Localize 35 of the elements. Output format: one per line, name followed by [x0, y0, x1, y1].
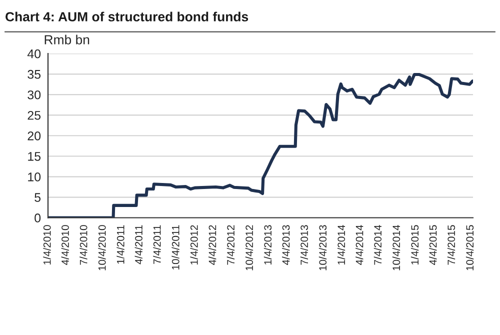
x-tick-label: 1/4/2010: [43, 225, 51, 264]
y-tick-label: 5: [34, 193, 41, 202]
y-tick-label: 35: [28, 70, 41, 79]
x-tick-label: 1/4/2013: [264, 225, 272, 264]
y-axis-title: Rmb bn: [44, 34, 90, 44]
y-tick-label: 10: [28, 172, 41, 182]
x-tick-label: 7/4/2011: [153, 225, 161, 264]
x-tick-label: 10/4/2012: [245, 225, 254, 270]
x-tick-label: 7/4/2015: [447, 225, 456, 265]
x-tick-label: 10/4/2011: [172, 225, 180, 270]
x-tick-label: 10/4/2015: [466, 225, 474, 270]
y-tick-label: 20: [28, 131, 41, 140]
y-tick-label: 25: [28, 110, 41, 120]
x-tick-label: 4/4/2015: [429, 225, 437, 265]
x-tick-label: 1/4/2014: [337, 224, 346, 264]
x-tick-label: 7/4/2010: [80, 225, 88, 265]
chart-title: Chart 4: AUM of structured bond funds: [6, 12, 248, 22]
y-tick-label: 40: [27, 49, 41, 58]
x-tick-label: 7/4/2012: [226, 225, 234, 265]
y-tick-label: 15: [28, 152, 41, 161]
x-tick-label: 4/4/2012: [208, 225, 216, 265]
x-tick-label: 7/4/2014: [374, 224, 382, 265]
x-tick-label: 4/4/2011: [134, 225, 142, 264]
y-tick-label: 30: [28, 90, 41, 100]
x-tick-label: 10/4/2013: [318, 225, 327, 270]
x-tick-label: 1/4/2015: [410, 225, 419, 264]
x-tick-label: 10/4/2014: [392, 224, 400, 270]
x-tick-label: 4/4/2013: [282, 225, 290, 265]
x-tick-label: 1/4/2011: [116, 225, 124, 264]
x-tick-label: 7/4/2013: [300, 225, 308, 265]
x-tick-label: 4/4/2010: [61, 225, 69, 265]
y-tick-label: 0: [34, 214, 41, 222]
x-tick-label: 1/4/2012: [190, 225, 198, 264]
x-tick-label: 4/4/2014: [356, 224, 364, 265]
x-tick-label: 10/4/2010: [98, 225, 106, 270]
